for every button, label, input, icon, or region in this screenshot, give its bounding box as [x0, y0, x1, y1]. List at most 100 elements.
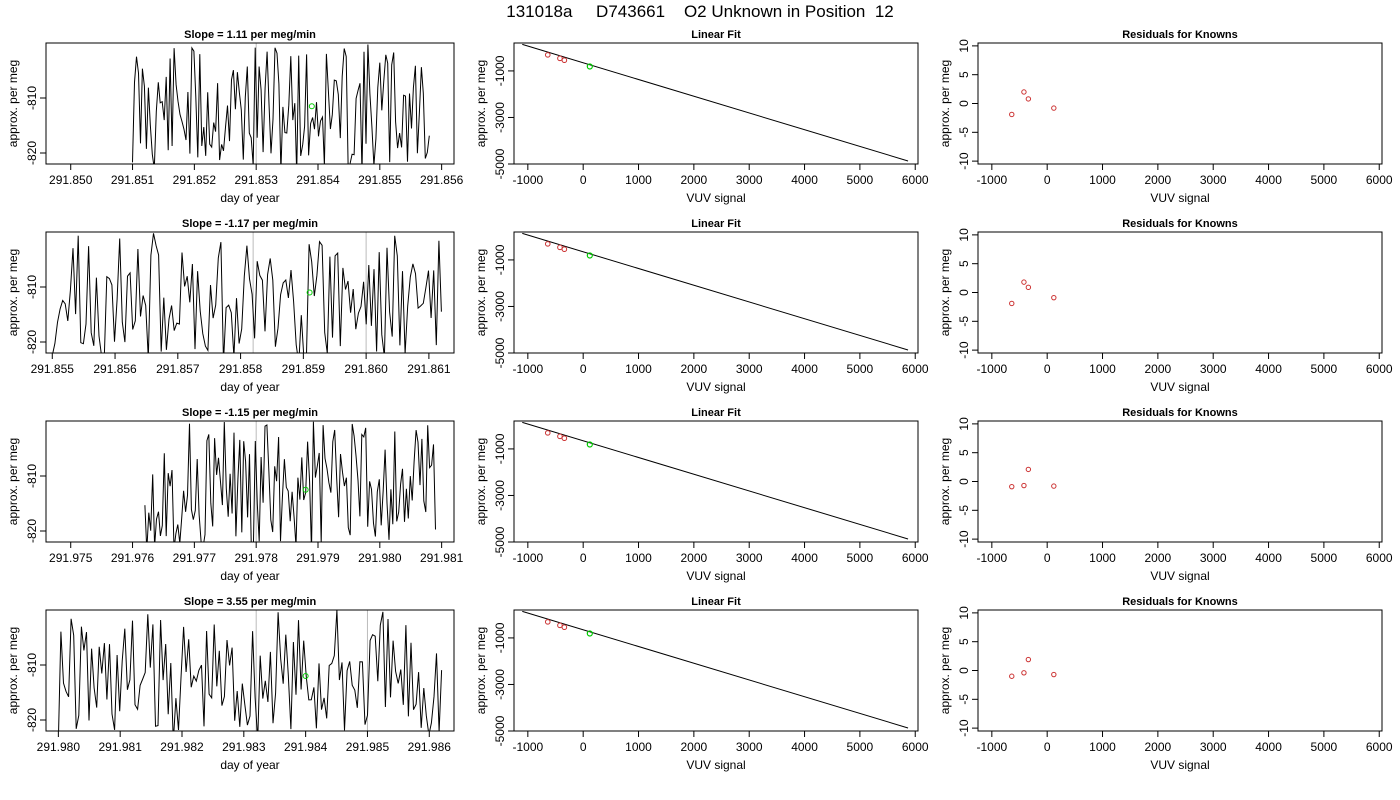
known-point — [544, 241, 551, 247]
plot-area — [132, 43, 430, 164]
plot-area — [1009, 279, 1057, 307]
x-tick-label: 4000 — [791, 173, 818, 187]
x-tick-label: 5000 — [847, 173, 874, 187]
x-tick-label: -1000 — [512, 173, 543, 187]
x-tick-label: 6000 — [902, 551, 929, 565]
residual-point — [1025, 656, 1032, 663]
residual-point — [1009, 111, 1015, 118]
y-axis-label: approx. per meg — [474, 60, 488, 147]
plot-frame — [977, 42, 1383, 165]
panel-title: Residuals for Knowns — [1122, 596, 1238, 608]
plot-area — [1009, 656, 1057, 679]
known-point — [557, 55, 563, 62]
x-axis-label: day of year — [220, 758, 279, 772]
unknown-point — [302, 486, 309, 493]
x-tick-label: 291.851 — [111, 173, 155, 187]
y-axis-label: approx. per meg — [6, 249, 20, 336]
unknown-point — [586, 63, 593, 70]
x-tick-label: 0 — [580, 173, 587, 187]
x-tick-label: 2000 — [681, 362, 708, 376]
known-point — [544, 430, 551, 436]
panel-title: Slope = 3.55 per meg/min — [184, 596, 317, 608]
x-tick-label: 291.858 — [219, 362, 263, 376]
x-tick-label: 2000 — [1145, 173, 1172, 187]
x-tick-label: 6000 — [1366, 551, 1393, 565]
y-tick-label: -5000 — [493, 337, 507, 368]
x-tick-label: 291.976 — [111, 551, 155, 565]
x-tick-label: 291.857 — [156, 362, 200, 376]
chart-panel: Slope = -1.17 per meg/min 291.855 291.856 2… — [6, 218, 455, 394]
x-axis-label: VUV signal — [686, 380, 745, 394]
x-tick-label: 2000 — [681, 740, 708, 754]
known-point — [561, 246, 568, 253]
x-tick-label: 2000 — [1145, 362, 1172, 376]
x-tick-label: 3000 — [736, 551, 763, 565]
x-tick-label: 0 — [1044, 362, 1051, 376]
x-tick-label: 3000 — [1200, 551, 1227, 565]
x-tick-label: 5000 — [1311, 740, 1338, 754]
x-tick-label: 4000 — [791, 362, 818, 376]
page-title: 131018a D743661 O2 Unknown in Position 1… — [506, 2, 894, 21]
y-tick-label: 10 — [957, 39, 971, 53]
y-tick-label: -820 — [25, 708, 39, 732]
y-axis-label: approx. per meg — [938, 627, 952, 714]
y-tick-label: -5 — [957, 127, 971, 138]
chart-panel: Residuals for Knowns -1000 0 1000 2000 3000 40… — [938, 407, 1393, 583]
y-tick-label: -820 — [25, 141, 39, 165]
x-tick-label: 5000 — [847, 551, 874, 565]
y-tick-label: 0 — [957, 667, 971, 674]
series-line — [144, 421, 436, 542]
x-tick-label: 6000 — [902, 740, 929, 754]
residual-point — [1025, 466, 1032, 473]
known-point — [557, 244, 563, 251]
x-tick-label: 1000 — [625, 362, 652, 376]
x-tick-label: 291.978 — [234, 551, 278, 565]
plot-area — [1009, 89, 1057, 118]
x-tick-label: 0 — [580, 551, 587, 565]
y-axis-label: approx. per meg — [6, 60, 20, 147]
chart-panel: Slope = 3.55 per meg/min 291.980 291.981 29… — [6, 596, 455, 772]
x-tick-label: 291.856 — [420, 173, 464, 187]
x-tick-label: 291.853 — [234, 173, 278, 187]
y-tick-label: 5 — [957, 71, 971, 78]
x-tick-label: 2000 — [681, 551, 708, 565]
residual-point — [1051, 483, 1057, 489]
x-tick-label: 291.979 — [296, 551, 340, 565]
plot-area — [522, 232, 909, 351]
x-tick-label: 4000 — [1255, 551, 1282, 565]
plot-frame — [45, 420, 455, 543]
x-tick-label: 291.856 — [93, 362, 137, 376]
x-tick-label: 4000 — [1255, 362, 1282, 376]
y-tick-label: 0 — [957, 478, 971, 485]
x-tick-label: 291.980 — [37, 740, 81, 754]
x-tick-label: 4000 — [1255, 173, 1282, 187]
x-tick-label: 2000 — [1145, 740, 1172, 754]
y-tick-label: -1000 — [493, 55, 507, 86]
residual-point — [1009, 673, 1015, 679]
known-point — [561, 435, 568, 442]
x-tick-label: 3000 — [736, 740, 763, 754]
plot-frame — [513, 420, 919, 543]
fit-line — [522, 232, 909, 351]
x-tick-label: -1000 — [512, 362, 543, 376]
plot-area — [144, 421, 436, 542]
x-tick-label: 291.984 — [284, 740, 328, 754]
x-tick-label: -1000 — [512, 740, 543, 754]
chart-panel: Slope = -1.15 per meg/min 291.975 291.976 2… — [6, 407, 464, 583]
chart-panel: Residuals for Knowns -1000 0 1000 2000 3000 40… — [938, 218, 1393, 394]
x-tick-label: -1000 — [976, 362, 1007, 376]
y-tick-label: -5 — [957, 694, 971, 705]
x-tick-label: 291.855 — [31, 362, 75, 376]
x-tick-label: 291.985 — [346, 740, 390, 754]
x-axis-label: VUV signal — [1150, 380, 1209, 394]
known-point — [561, 57, 568, 64]
unknown-point — [306, 289, 313, 296]
x-tick-label: 6000 — [1366, 740, 1393, 754]
x-tick-label: 2000 — [681, 173, 708, 187]
y-axis-label: approx. per meg — [474, 627, 488, 714]
x-tick-label: 4000 — [791, 740, 818, 754]
residual-point — [1009, 483, 1015, 490]
panel-title: Residuals for Knowns — [1122, 29, 1238, 41]
chart-panel: Slope = 1.11 per meg/min 291.850 291.851 29… — [6, 29, 464, 205]
